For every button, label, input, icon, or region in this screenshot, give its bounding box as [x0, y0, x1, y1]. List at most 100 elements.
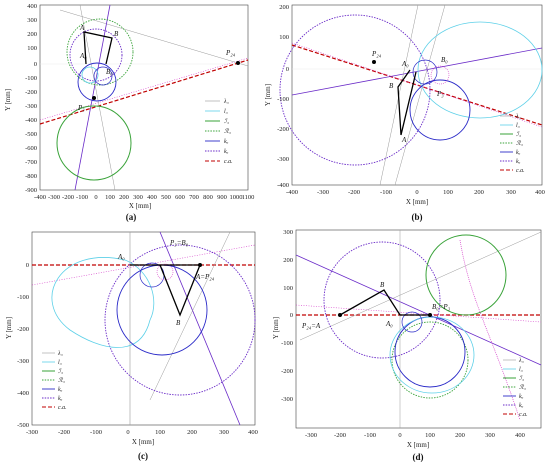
svg-text:900: 900	[217, 194, 227, 201]
panel-b-label: (b)	[412, 212, 423, 222]
svg-text:-200: -200	[25, 89, 37, 96]
svg-text:100: 100	[283, 285, 293, 292]
svg-text:-300: -300	[48, 194, 60, 201]
panel-b-l3-curve	[417, 21, 543, 119]
svg-text:-200: -200	[62, 194, 74, 201]
svg-text:-100: -100	[364, 432, 376, 439]
svg-text:-100: -100	[277, 96, 289, 103]
panel-c-ka-circle	[116, 264, 208, 356]
panel-a-vertical-line-2	[79, 4, 116, 191]
svg-text:300: 300	[506, 189, 516, 196]
svg-text:400: 400	[248, 429, 258, 436]
legend-b-1: l₃	[516, 123, 520, 129]
svg-text:-300: -300	[277, 156, 289, 163]
legend-b-5: kₐ	[516, 159, 521, 165]
svg-text:300: 300	[283, 229, 293, 236]
svg-text:-400: -400	[17, 390, 29, 397]
panel-b-pink-loop	[430, 65, 450, 85]
panel-a-ka-dotted-circle	[69, 28, 123, 82]
legend-c-5: kₐ	[58, 396, 63, 402]
svg-text:-100: -100	[380, 189, 392, 196]
panel-d-label-B: B	[380, 281, 385, 289]
svg-text:-300: -300	[17, 358, 29, 365]
legend-b-6: c.a.	[516, 168, 525, 174]
legend-d-6: c.a.	[519, 412, 528, 418]
svg-text:0: 0	[415, 189, 418, 196]
svg-text:-100: -100	[90, 429, 102, 436]
panel-a-legend: λ₃ l₃ ℐ₃ ℛ₃ kₐ kₐ c.a.	[205, 99, 233, 165]
svg-text:1100: 1100	[242, 194, 255, 201]
panel-d-label-B0P3: B₀=P₃	[432, 303, 451, 311]
legend-a-5: kₐ	[224, 149, 229, 155]
panel-c-label-AP24: A=P₂₄	[195, 273, 215, 281]
svg-text:-300: -300	[281, 396, 293, 403]
panel-b-ylabel: Y [mm]	[264, 84, 272, 106]
panel-d-xticks: -300 -200 -100 0 100 200 300 400	[305, 432, 525, 439]
svg-text:400: 400	[535, 189, 545, 196]
panel-b-linkage	[397, 69, 417, 136]
svg-text:100: 100	[27, 45, 37, 52]
panel-c-lambda-line-2	[149, 231, 231, 401]
legend-d-1: l₃	[519, 367, 523, 373]
panel-d-yticks: 300 200 100 0 -100 -200 -300	[281, 229, 293, 403]
panel-a-label-B: B	[114, 30, 119, 38]
panel-c-label-B: B	[176, 319, 181, 327]
legend-c-3: ℛ₃	[58, 377, 65, 384]
legend-c-6: c.a.	[58, 405, 67, 411]
legend-d-5: kₐ	[519, 403, 524, 409]
panel-c-label-A0: A₀	[117, 253, 125, 261]
legend-a-0: λ₃	[223, 99, 229, 105]
panel-a-ka-circle	[77, 62, 117, 102]
panel-c-frame	[31, 231, 256, 426]
panel-b-yticks: 200 100 0 -100 -200 -300 -400	[277, 4, 289, 189]
panel-a-frame	[39, 4, 249, 191]
panel-c-xticks: -300 -200 -100 0 100 200 300 400	[26, 429, 258, 436]
panel-d-label-P24A: P₂₄=A	[301, 322, 321, 330]
panel-c-label-P3B0: P₃=B₀	[169, 239, 189, 247]
svg-text:800: 800	[203, 194, 213, 201]
panel-d-small-loop	[401, 311, 423, 333]
panel-c-ka-line	[159, 231, 241, 426]
panel-b-lambda-line	[394, 4, 446, 186]
legend-c-4: kₐ	[58, 387, 63, 393]
svg-text:-400: -400	[34, 194, 46, 201]
svg-text:-200: -200	[281, 368, 293, 375]
legend-c-2: ℐ₃	[58, 368, 63, 375]
panel-a-yticks: 400 300 200 100 0 -100 -200 -300 -400 -5…	[25, 3, 37, 194]
svg-text:-200: -200	[58, 429, 70, 436]
panel-a-label-B0: B₀	[106, 68, 113, 76]
svg-text:100: 100	[425, 432, 435, 439]
svg-text:-300: -300	[317, 189, 329, 196]
panel-d-ylabel: Y [mm]	[272, 317, 280, 339]
svg-text:-500: -500	[25, 131, 37, 138]
legend-d-2: ℐ₃	[519, 375, 524, 382]
svg-text:-100: -100	[25, 75, 37, 82]
svg-text:-300: -300	[26, 429, 38, 436]
svg-text:400: 400	[27, 3, 37, 10]
panel-b-legend: λ₃ l₃ ℐ₃ ℛ₃ kₐ kₐ c.a.	[500, 114, 525, 174]
legend-a-2: ℐ₃	[224, 118, 229, 125]
svg-text:0: 0	[126, 429, 129, 436]
svg-text:100: 100	[279, 34, 289, 41]
panel-d-frame	[295, 229, 542, 429]
svg-text:-700: -700	[25, 159, 37, 166]
panel-d-pink-curve	[459, 239, 521, 421]
panel-a-ylabel: Y [mm]	[4, 89, 12, 111]
panel-c-A-point	[198, 263, 202, 267]
panel-d-label-A0: A₀	[385, 320, 393, 328]
svg-text:300: 300	[133, 194, 143, 201]
panel-b-ka-dotted-circle	[279, 14, 431, 166]
panel-d-label: (d)	[413, 452, 424, 462]
panel-b-xlabel: X [mm]	[406, 198, 428, 206]
panel-b-p24-point	[372, 60, 376, 64]
svg-text:200: 200	[283, 257, 293, 264]
legend-c-0: λ₃	[57, 351, 63, 357]
panel-d-linkage	[339, 289, 430, 316]
svg-text:-800: -800	[25, 173, 37, 180]
panel-d-ka-circle	[394, 316, 466, 388]
panel-b-ka-line	[291, 47, 543, 96]
panel-a-pink-line	[39, 57, 249, 121]
svg-text:-200: -200	[277, 126, 289, 133]
svg-text:-400: -400	[25, 117, 37, 124]
